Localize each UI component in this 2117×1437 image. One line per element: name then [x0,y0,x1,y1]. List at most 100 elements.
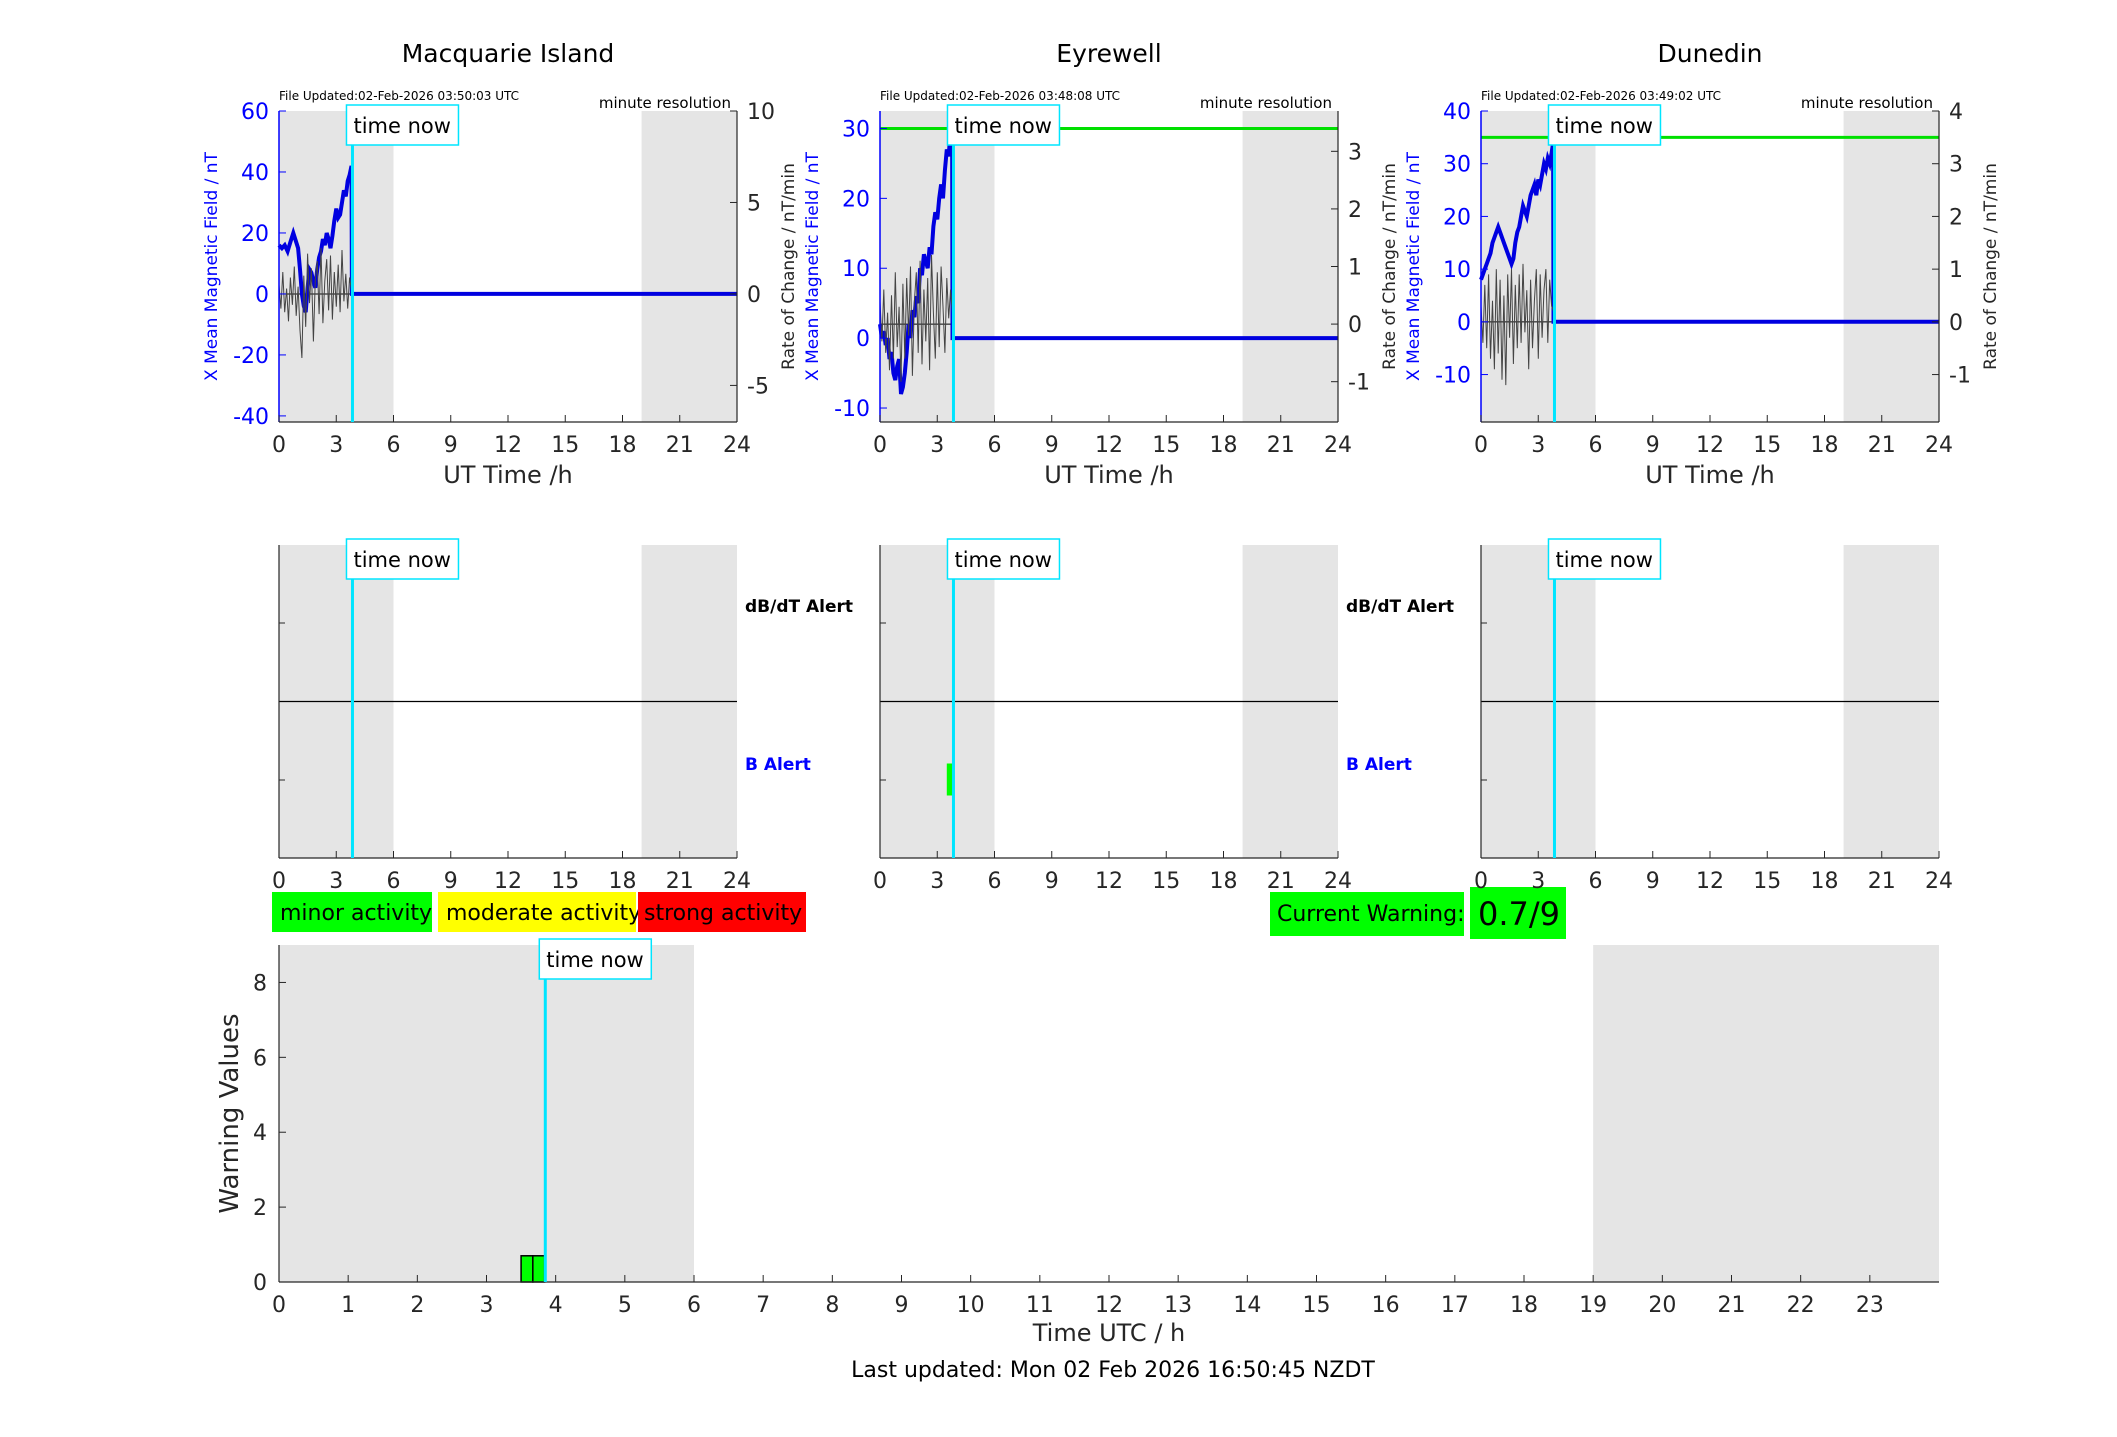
station-0-left-tick-label: 20 [241,222,269,247]
legend-strong-swatch [638,892,806,932]
station-0-xlabel: UT Time /h [443,461,573,489]
station-1-alert-x-tick-label: 9 [1045,869,1059,894]
station-0-file-updated: File Updated:02-Feb-2026 03:50:03 UTC [279,89,519,103]
station-0-panel: Macquarie Island File Updated:02-Feb-2026… [202,39,853,894]
station-0-alert-x-tick-label: 12 [494,869,522,894]
station-0-top-x-tick-label: 0 [272,433,286,458]
station-2-top-x-tick-label: 12 [1696,433,1724,458]
station-2-resolution-label: minute resolution [1801,94,1933,112]
station-0-right-tick-label: 0 [747,283,761,308]
station-0-resolution-label: minute resolution [599,94,731,112]
current-warning-label-box [1270,892,1464,936]
station-2-file-updated: File Updated:02-Feb-2026 03:49:02 UTC [1481,89,1721,103]
station-2-alert-x-tick-label: 0 [1474,869,1488,894]
warning-x-tick-label: 2 [410,1293,424,1318]
warning-x-tick-label: 10 [957,1293,985,1318]
station-1-rate-series [879,254,953,382]
station-2-top-x-tick-label: 15 [1753,433,1781,458]
station-1-alert-x-tick-label: 21 [1267,869,1295,894]
station-1-alert-x-tick-label: 12 [1095,869,1123,894]
station-2-top-x-tick-label: 24 [1925,433,1953,458]
station-0-alert-now-box [345,538,460,580]
current-warning-value-box [1470,887,1566,939]
warning-x-tick-label: 15 [1303,1293,1331,1318]
station-1-top-x-tick-label: 24 [1324,433,1352,458]
station-0-b-alert-label: B Alert [745,755,811,775]
warning-x-tick-label: 20 [1648,1293,1676,1318]
warning-x-tick-label: 19 [1579,1293,1607,1318]
station-2-field-series [1479,142,1939,324]
warning-now-label: time now [546,948,643,972]
station-0-alert-now-label: time now [353,548,450,572]
station-1-top-x-tick-label: 12 [1095,433,1123,458]
warning-x-tick-label: 16 [1372,1293,1400,1318]
station-0-top-night-shade-0 [279,111,394,422]
station-2-top-x-tick-label: 6 [1589,433,1603,458]
station-2-left-tick-label: 40 [1443,100,1471,125]
station-0-title: Macquarie Island [402,39,615,68]
station-1-alert-x-tick-label: 0 [873,869,887,894]
station-0-ylabel-right: Rate of Change / nT/min [779,163,799,370]
station-1-right-tick-label: -1 [1348,371,1370,396]
station-2-alert-x-tick-label: 18 [1811,869,1839,894]
station-1-top-x-tick-label: 15 [1152,433,1180,458]
warning-x-tick-label: 5 [618,1293,632,1318]
station-1-alert-now-box [946,538,1061,580]
station-2-alert-x-tick-label: 24 [1925,869,1953,894]
station-1-dbdt-alert-label: dB/dT Alert [1346,597,1454,617]
current-warning-label: Current Warning: [1277,902,1464,927]
station-1-alert-x-tick-label: 6 [988,869,1002,894]
station-2-top-now-label: time now [1555,114,1652,138]
station-1-left-tick-label: 10 [842,257,870,282]
warning-x-tick-label: 11 [1026,1293,1054,1318]
station-2-alert-x-tick-label: 12 [1696,869,1724,894]
station-0-dbdt-alert-label: dB/dT Alert [745,597,853,617]
station-0-top-x-tick-label: 6 [387,433,401,458]
station-1-top-x-tick-label: 3 [930,433,944,458]
warning-ylabel: Warning Values [215,1013,245,1213]
station-2-right-tick-label: -1 [1949,364,1971,389]
station-1-top-x-tick-label: 18 [1210,433,1238,458]
station-0-right-tick-label: -5 [747,374,769,399]
station-1-xlabel: UT Time /h [1044,461,1174,489]
legend-moderate-label: moderate activity [446,901,641,926]
station-2-ylabel-left: X Mean Magnetic Field / nT [1404,151,1424,381]
station-2-top-x-tick-label: 9 [1646,433,1660,458]
legend-minor-label: minor activity [280,901,432,926]
station-2-left-tick-label: 30 [1443,153,1471,178]
warning-night-shade-1 [1593,945,1939,1282]
station-0-top-now-label: time now [353,114,450,138]
station-0-top-night-shade-1 [641,111,737,422]
station-1-right-tick-label: 3 [1348,140,1362,165]
warning-x-tick-label: 0 [272,1293,286,1318]
station-1-left-tick-label: 0 [856,327,870,352]
warning-x-tick-label: 4 [549,1293,563,1318]
warning-x-tick-label: 6 [687,1293,701,1318]
station-1-left-tick-label: 30 [842,117,870,142]
warning-y-tick-label: 4 [253,1121,267,1146]
warning-y-tick-label: 2 [253,1196,267,1221]
warning-x-tick-label: 18 [1510,1293,1538,1318]
warning-x-tick-label: 8 [825,1293,839,1318]
warning-x-tick-label: 21 [1718,1293,1746,1318]
station-0-right-tick-label: 5 [747,191,761,216]
station-1-ylabel-right: Rate of Change / nT/min [1380,163,1400,370]
legend-moderate-swatch [438,892,636,932]
station-0-alert-x-tick-label: 3 [329,869,343,894]
warning-bar-1 [532,1255,546,1283]
station-2-top-x-tick-label: 18 [1811,433,1839,458]
station-2-top-x-tick-label: 0 [1474,433,1488,458]
station-0-left-tick-label: 40 [241,161,269,186]
station-0-alert-x-tick-label: 9 [444,869,458,894]
station-1-title: Eyrewell [1056,39,1161,68]
station-1-alert-x-tick-label: 15 [1152,869,1180,894]
station-1-top-x-tick-label: 21 [1267,433,1295,458]
station-1-top-now-box [946,104,1061,146]
station-0-top-x-tick-label: 21 [666,433,694,458]
station-0-right-tick-label: 10 [747,100,775,125]
station-2-ylabel-right: Rate of Change / nT/min [1981,163,2001,370]
station-2-top-night-shade-0 [1481,111,1596,422]
warning-y-tick-label: 0 [253,1271,267,1296]
station-2-left-tick-label: 20 [1443,205,1471,230]
station-1-top-night-shade-1 [1242,111,1338,422]
